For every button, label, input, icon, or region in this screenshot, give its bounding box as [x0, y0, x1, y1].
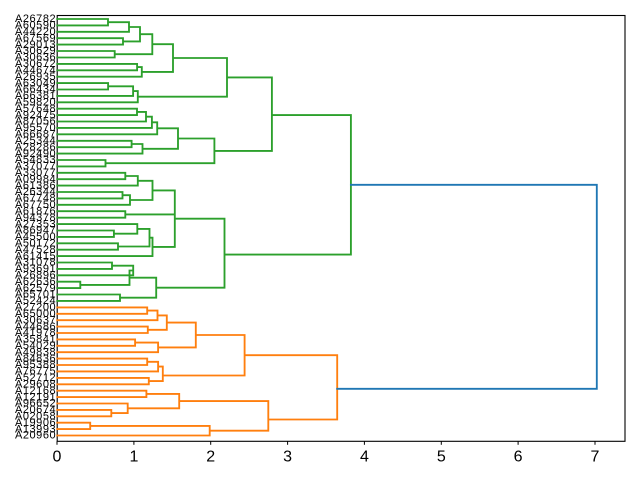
svg-text:A20960: A20960: [15, 430, 56, 442]
svg-text:A33077: A33077: [15, 167, 56, 179]
svg-text:A57648: A57648: [15, 103, 56, 115]
svg-text:0: 0: [53, 449, 62, 466]
svg-text:A27353: A27353: [15, 218, 56, 230]
svg-text:A65000: A65000: [15, 308, 56, 320]
svg-text:A30636: A30636: [15, 52, 56, 64]
svg-text:A61415: A61415: [15, 250, 56, 262]
svg-text:A52424: A52424: [15, 295, 56, 307]
svg-text:A96652: A96652: [15, 398, 56, 410]
svg-text:A94378: A94378: [15, 212, 56, 224]
svg-text:A54833: A54833: [15, 154, 56, 166]
svg-text:5: 5: [437, 449, 446, 466]
svg-text:A44220: A44220: [15, 26, 56, 38]
svg-text:A26782: A26782: [15, 13, 56, 25]
svg-text:A62636: A62636: [15, 276, 56, 288]
svg-text:A44686: A44686: [15, 321, 56, 333]
svg-text:A41978: A41978: [15, 327, 56, 339]
svg-text:7: 7: [591, 449, 600, 466]
svg-text:A19906: A19906: [15, 417, 56, 429]
svg-text:A44674: A44674: [15, 65, 56, 77]
svg-text:A93691: A93691: [15, 263, 56, 275]
svg-text:A62579: A62579: [15, 282, 56, 294]
svg-text:A37077: A37077: [15, 161, 56, 173]
svg-text:A67748: A67748: [15, 193, 56, 205]
svg-text:A30629: A30629: [15, 45, 56, 57]
svg-text:A26935: A26935: [15, 71, 56, 83]
svg-text:A87056: A87056: [15, 116, 56, 128]
svg-text:A31078: A31078: [15, 257, 56, 269]
svg-text:A54029: A54029: [15, 340, 56, 352]
svg-text:4: 4: [360, 449, 369, 466]
svg-text:A95388: A95388: [15, 359, 56, 371]
svg-text:A65701: A65701: [15, 289, 56, 301]
svg-text:A13993: A13993: [15, 423, 56, 435]
svg-text:A92490: A92490: [15, 148, 56, 160]
svg-text:A59820: A59820: [15, 97, 56, 109]
svg-text:1: 1: [129, 449, 138, 466]
svg-text:A27200: A27200: [15, 302, 56, 314]
svg-text:A66687: A66687: [15, 129, 56, 141]
svg-text:A26344: A26344: [15, 186, 56, 198]
svg-text:A29013: A29013: [15, 39, 56, 51]
svg-text:A35841: A35841: [15, 334, 56, 346]
svg-text:3: 3: [283, 449, 292, 466]
svg-text:A67750: A67750: [15, 199, 56, 211]
svg-text:A84836: A84836: [15, 353, 56, 365]
svg-text:A28286: A28286: [15, 141, 56, 153]
svg-text:A12191: A12191: [15, 391, 56, 403]
svg-text:A66434: A66434: [15, 84, 56, 96]
svg-text:A66381: A66381: [15, 90, 56, 102]
svg-text:A61386: A61386: [15, 180, 56, 192]
svg-text:A92475: A92475: [15, 109, 56, 121]
svg-text:A45500: A45500: [15, 231, 56, 243]
svg-text:A95570: A95570: [15, 122, 56, 134]
svg-text:6: 6: [514, 449, 523, 466]
svg-text:A12168: A12168: [15, 385, 56, 397]
svg-text:A25344: A25344: [15, 135, 56, 147]
svg-text:A30637: A30637: [15, 314, 56, 326]
svg-text:A20674: A20674: [15, 404, 56, 416]
svg-text:2: 2: [206, 449, 215, 466]
svg-text:A49838: A49838: [15, 346, 56, 358]
svg-text:A09984: A09984: [15, 173, 56, 185]
svg-text:A30672: A30672: [15, 58, 56, 70]
svg-text:A29608: A29608: [15, 379, 56, 391]
svg-text:A26896: A26896: [15, 270, 56, 282]
svg-text:A47528: A47528: [15, 244, 56, 256]
svg-text:A02058: A02058: [15, 411, 56, 423]
svg-text:A50172: A50172: [15, 238, 56, 250]
svg-text:A52712: A52712: [15, 372, 56, 384]
svg-text:A67569: A67569: [15, 32, 56, 44]
svg-text:A76775: A76775: [15, 366, 56, 378]
svg-text:A61876: A61876: [15, 205, 56, 217]
svg-text:A86947: A86947: [15, 225, 56, 237]
svg-text:A60590: A60590: [15, 20, 56, 32]
svg-text:A63049: A63049: [15, 77, 56, 89]
